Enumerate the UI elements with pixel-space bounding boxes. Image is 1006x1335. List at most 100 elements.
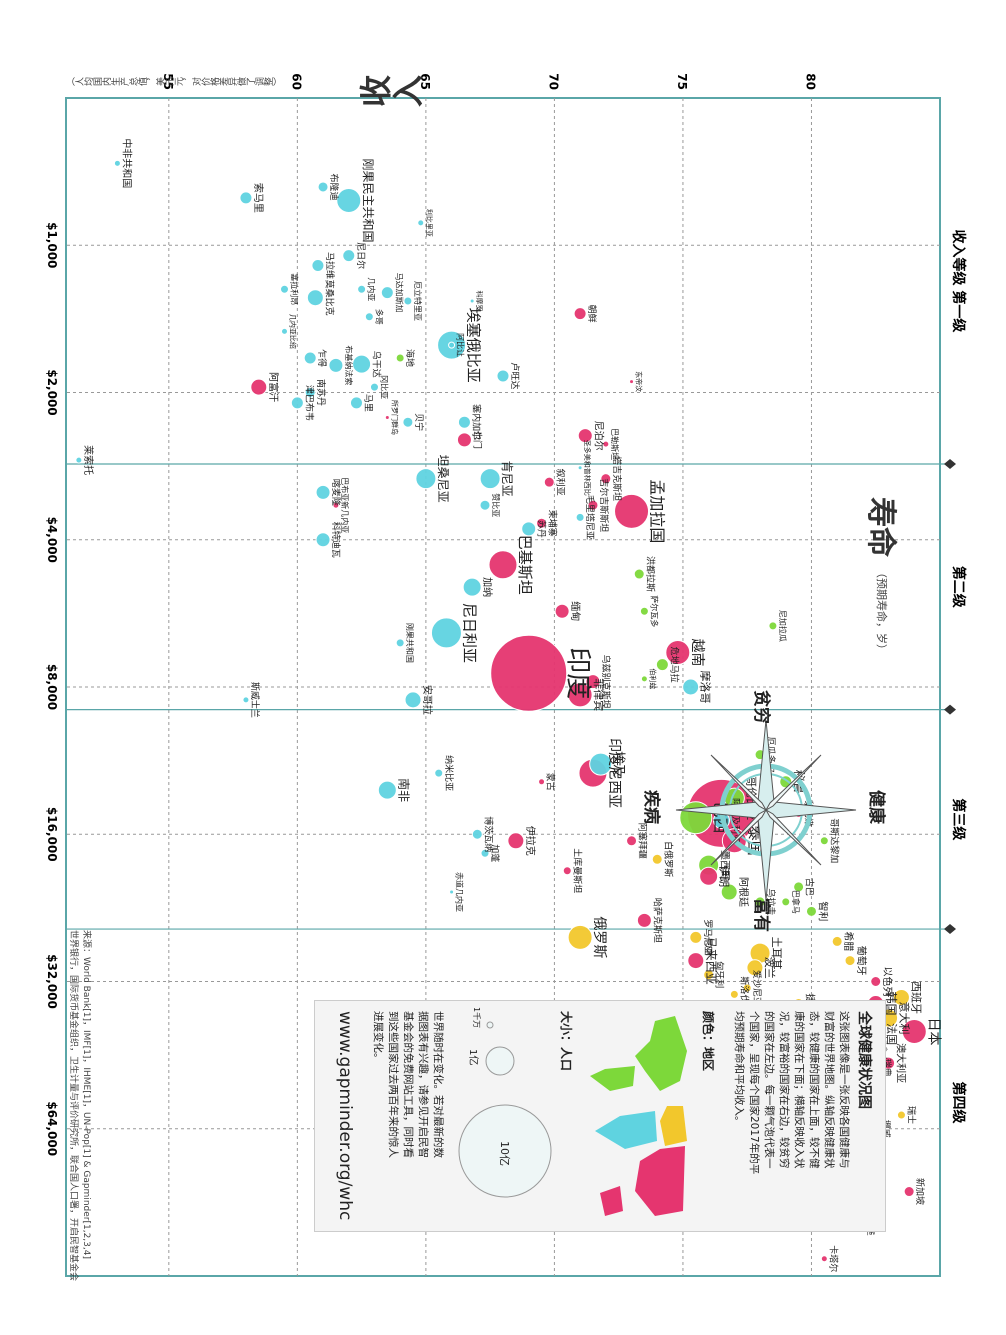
country-bubble[interactable]	[342, 249, 356, 263]
country-bubble[interactable]	[352, 354, 372, 374]
country-bubble[interactable]	[328, 357, 344, 373]
country-bubble[interactable]	[349, 396, 363, 410]
country-bubble[interactable]	[311, 258, 325, 272]
country-bubble[interactable]	[462, 577, 482, 597]
country-bubble[interactable]	[507, 832, 525, 850]
country-bubble[interactable]	[315, 532, 331, 548]
country-bubble[interactable]	[567, 924, 593, 950]
country-bubble[interactable]	[430, 617, 462, 649]
country-bubble[interactable]	[395, 353, 405, 363]
country-bubble[interactable]	[395, 638, 405, 648]
country-bubble[interactable]	[306, 289, 324, 307]
country-bubble[interactable]	[626, 835, 638, 847]
country-bubble[interactable]	[687, 952, 705, 970]
country-bubble[interactable]	[636, 912, 652, 928]
country-bubble[interactable]	[415, 468, 437, 490]
country-bubble[interactable]	[364, 312, 374, 322]
country-bubble[interactable]	[303, 351, 317, 365]
country-bubble[interactable]	[585, 674, 601, 690]
country-bubble[interactable]	[449, 889, 455, 895]
country-bubble[interactable]	[521, 521, 537, 537]
country-bubble[interactable]	[380, 286, 394, 300]
country-bubble[interactable]	[870, 976, 882, 987]
country-bubble[interactable]	[304, 387, 316, 398]
country-bubble[interactable]	[480, 848, 490, 858]
country-bubble[interactable]	[384, 415, 390, 421]
country-bubble[interactable]	[575, 512, 585, 522]
country-bubble[interactable]	[742, 983, 752, 993]
country-bubble[interactable]	[831, 935, 843, 947]
country-bubble[interactable]	[567, 682, 593, 708]
country-bubble[interactable]	[703, 969, 715, 981]
country-bubble[interactable]	[805, 905, 817, 917]
country-bubble[interactable]	[655, 658, 669, 672]
country-bubble[interactable]	[640, 675, 648, 683]
country-bubble[interactable]	[402, 416, 414, 428]
country-bubble[interactable]	[113, 159, 121, 167]
country-bubble[interactable]	[720, 883, 738, 901]
country-bubble[interactable]	[768, 621, 778, 631]
country-bubble[interactable]	[602, 440, 610, 448]
country-bubble[interactable]	[793, 881, 805, 893]
country-bubble[interactable]	[242, 696, 250, 704]
country-bubble[interactable]	[479, 499, 491, 511]
country-bubble[interactable]	[665, 639, 691, 665]
country-bubble[interactable]	[315, 484, 331, 500]
country-bubble[interactable]	[573, 307, 587, 321]
country-bubble[interactable]	[250, 378, 268, 396]
country-bubble[interactable]	[729, 989, 739, 999]
country-bubble[interactable]	[403, 296, 413, 306]
country-bubble[interactable]	[746, 959, 764, 977]
country-bubble[interactable]	[781, 897, 791, 907]
country-bubble[interactable]	[903, 1186, 915, 1198]
country-bubble[interactable]	[819, 836, 829, 846]
country-bubble[interactable]	[543, 476, 555, 488]
country-bubble[interactable]	[280, 284, 289, 294]
country-bubble[interactable]	[892, 988, 910, 1006]
country-bubble[interactable]	[651, 853, 663, 865]
country-bubble[interactable]	[896, 1110, 906, 1120]
country-bubble[interactable]	[587, 499, 599, 511]
country-bubble[interactable]	[600, 473, 612, 485]
country-bubble[interactable]	[456, 432, 472, 448]
country-bubble[interactable]	[357, 284, 367, 294]
country-bubble[interactable]	[490, 634, 568, 712]
country-bubble[interactable]	[699, 866, 719, 886]
country-bubble[interactable]	[281, 327, 288, 335]
country-bubble[interactable]	[614, 493, 650, 529]
country-bubble[interactable]	[820, 1255, 828, 1263]
country-bubble[interactable]	[434, 768, 444, 778]
country-bubble[interactable]	[633, 568, 645, 580]
country-bubble[interactable]	[488, 550, 518, 580]
country-bubble[interactable]	[577, 465, 583, 471]
country-bubble[interactable]	[538, 778, 546, 786]
country-bubble[interactable]	[369, 382, 379, 392]
country-bubble[interactable]	[75, 456, 83, 464]
country-bubble[interactable]	[404, 691, 422, 709]
country-bubble[interactable]	[377, 780, 397, 800]
country-bubble[interactable]	[332, 501, 340, 509]
country-bubble[interactable]	[496, 369, 510, 383]
country-bubble[interactable]	[589, 752, 613, 776]
country-bubble[interactable]	[536, 517, 548, 529]
country-bubble[interactable]	[639, 606, 649, 616]
country-bubble[interactable]	[239, 191, 253, 205]
country-bubble[interactable]	[629, 379, 635, 385]
info-url[interactable]: www.gapminder.org/whc	[335, 1011, 355, 1221]
country-bubble[interactable]	[682, 678, 700, 696]
country-bubble[interactable]	[336, 187, 362, 213]
country-bubble[interactable]	[844, 955, 856, 967]
country-bubble[interactable]	[457, 415, 471, 429]
country-bubble[interactable]	[562, 866, 572, 876]
country-bubble[interactable]	[754, 896, 766, 908]
country-bubble[interactable]	[469, 298, 475, 304]
country-bubble[interactable]	[417, 219, 425, 227]
country-bubble[interactable]	[290, 396, 304, 410]
country-bubble[interactable]	[479, 468, 501, 490]
country-bubble[interactable]	[317, 181, 329, 193]
country-bubble[interactable]	[471, 828, 483, 840]
country-bubble[interactable]	[448, 341, 456, 349]
country-bubble[interactable]	[577, 428, 593, 444]
country-bubble[interactable]	[554, 603, 570, 619]
country-bubble[interactable]	[689, 930, 703, 944]
